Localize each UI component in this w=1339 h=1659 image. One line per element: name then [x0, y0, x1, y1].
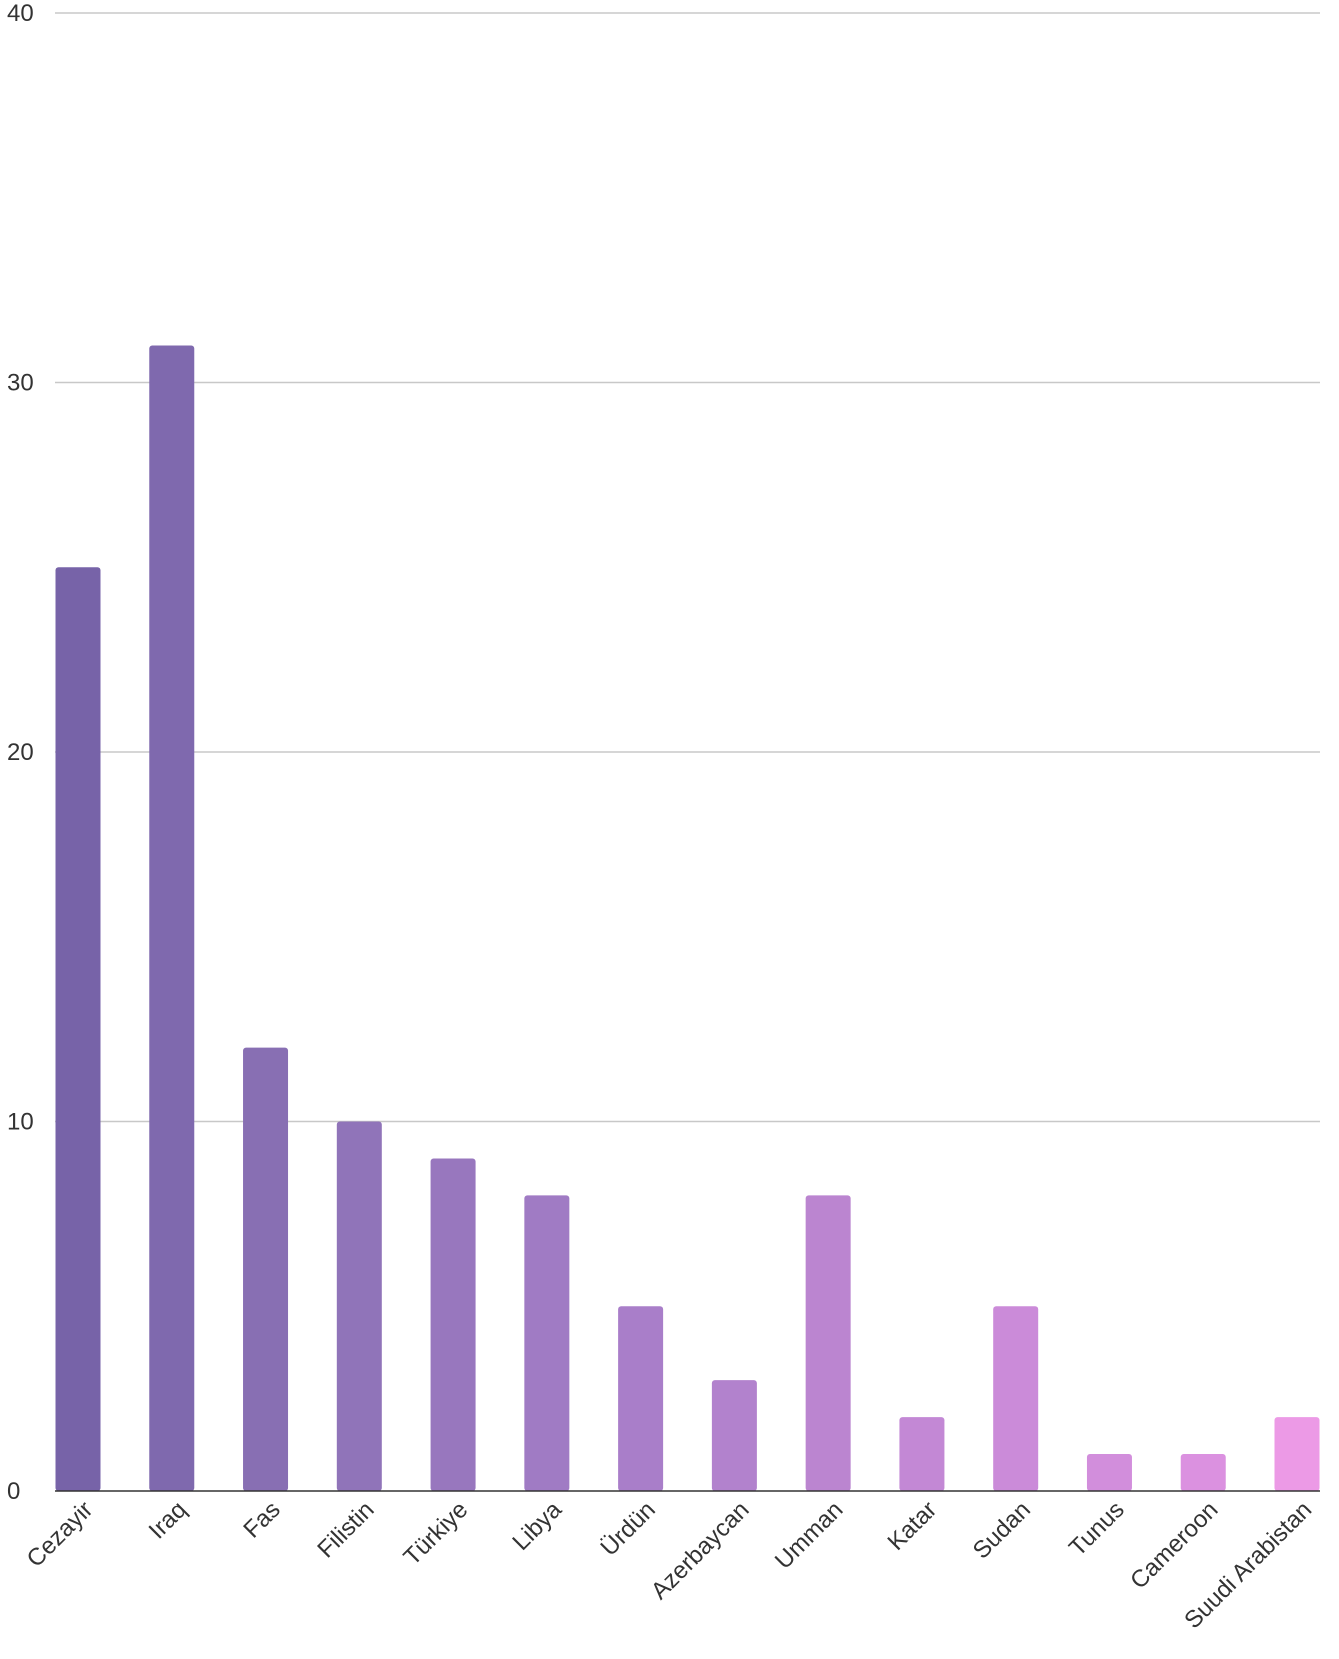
bar	[618, 1306, 664, 1491]
x-tick-label: Fas	[238, 1496, 285, 1543]
y-tick-label: 10	[7, 1109, 34, 1136]
y-tick-label: 0	[7, 1478, 20, 1505]
bar	[243, 1047, 289, 1491]
bar	[805, 1195, 851, 1491]
y-tick-label: 30	[7, 370, 34, 397]
bar	[149, 345, 195, 1491]
bars	[55, 345, 1320, 1491]
bar	[524, 1195, 570, 1491]
bar	[899, 1417, 945, 1491]
bar	[993, 1306, 1039, 1491]
bar	[1274, 1417, 1320, 1491]
bar	[336, 1121, 382, 1491]
x-tick-label: Azerbaycan	[646, 1496, 755, 1605]
bar	[55, 567, 101, 1491]
bar	[430, 1158, 476, 1491]
y-tick-label: 20	[7, 739, 34, 766]
x-tick-label: Türkiye	[399, 1496, 474, 1571]
gridlines	[55, 12, 1320, 1123]
x-tick-label: Ürdün	[596, 1496, 661, 1561]
bar	[1180, 1454, 1226, 1491]
x-tick-label: Filistin	[312, 1496, 379, 1563]
x-tick-label: Cameroon	[1125, 1496, 1223, 1594]
x-tick-label: Umman	[770, 1496, 848, 1574]
y-tick-label: 40	[7, 0, 34, 27]
x-tick-label: Katar	[883, 1496, 943, 1556]
x-tick-label: Iraq	[144, 1496, 192, 1544]
x-tick-label: Libya	[507, 1496, 567, 1556]
x-tick-label: Sudan	[968, 1496, 1036, 1564]
x-tick-label: Tunus	[1064, 1496, 1130, 1562]
x-axis-labels: Cezayir Iraq Fas Filistin Türkiye Libya ÜrdünA…	[22, 1496, 1318, 1634]
bar	[1086, 1454, 1132, 1491]
bar	[711, 1380, 757, 1491]
x-tick-label: Cezayir	[22, 1496, 99, 1573]
y-axis-ticks: 0 10 20 30 40	[7, 0, 34, 1505]
